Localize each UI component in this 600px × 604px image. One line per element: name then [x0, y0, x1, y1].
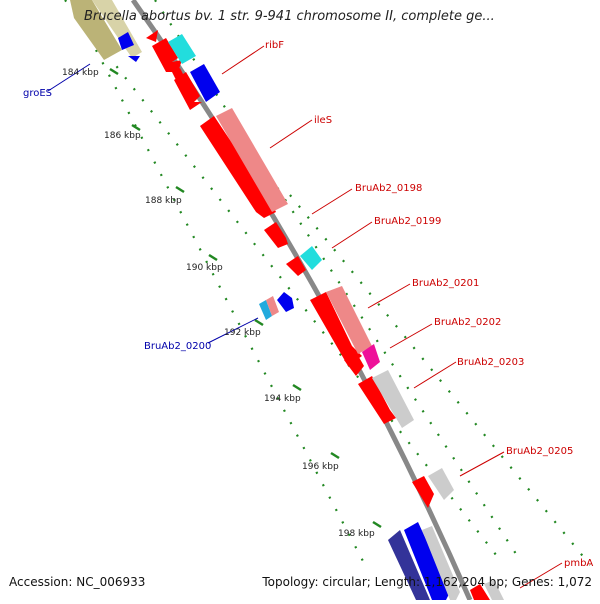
gene-label-BruAb2_0201[interactable]: BruAb2_0201	[412, 278, 479, 289]
leader-groES	[47, 63, 91, 92]
gene-arrow-red-small	[172, 68, 184, 80]
gene-arrow-blue-1	[118, 32, 134, 50]
gene-arrow-0202-red	[344, 352, 364, 376]
gene-label-pmbA[interactable]: pmbA	[564, 558, 593, 569]
ruler-tick-labels: 184 kbp 186 kbp 188 kbp 190 kbp 192 kbp …	[62, 68, 375, 539]
gene-arrow-ileS	[200, 116, 276, 218]
gene-arrow-blue-192	[277, 292, 294, 312]
gene-arrow-0199-red	[286, 256, 306, 276]
label-leaders	[47, 45, 563, 589]
gene-arrow-0203-red	[358, 376, 396, 424]
gene-label-BruAb2_0198[interactable]: BruAb2_0198	[355, 183, 422, 194]
accession-text: Accession: NC_006933	[9, 575, 146, 589]
leader-BruAb2_0203	[413, 361, 457, 389]
gene-arrow-0205-red	[412, 476, 434, 508]
leader-ileS	[269, 119, 313, 149]
ruler-track-right2	[289, 194, 591, 566]
leader-BruAb2_0199	[331, 221, 373, 249]
tick-label-194: 194 kbp	[264, 394, 301, 404]
tick-label-186: 186 kbp	[104, 131, 141, 141]
gene-arrow-navy-198	[388, 530, 430, 600]
gene-arrow-ileS-light	[216, 108, 288, 212]
gene-labels-forward: ribF ileS BruAb2_0198 BruAb2_0199 BruAb2…	[265, 40, 593, 569]
topology-text: Topology: circular; Length: 1,162,204 bp…	[262, 575, 592, 589]
gene-label-BruAb2_0202[interactable]: BruAb2_0202	[434, 317, 501, 328]
gene-arrow-0201	[310, 292, 362, 366]
gene-arrow-0201-light	[326, 286, 372, 354]
gene-label-BruAb2_0199[interactable]: BruAb2_0199	[374, 216, 441, 227]
ruler-major-ticks	[109, 67, 382, 529]
tick-label-184: 184 kbp	[62, 68, 99, 78]
leader-BruAb2_0202	[389, 323, 433, 349]
gene-arrow-pink-192	[266, 296, 279, 316]
gene-labels-reverse: groES BruAb2_0200	[23, 88, 211, 352]
gene-arrow-ribF-red	[152, 38, 182, 72]
leader-BruAb2_0198	[311, 188, 353, 215]
gene-arrow-0202-magenta	[362, 344, 380, 370]
leader-BruAb2_0205	[459, 451, 505, 477]
tick-label-198: 198 kbp	[338, 529, 375, 539]
gene-arrow-red-2	[174, 72, 202, 110]
gene-arrow-blue-2	[128, 56, 140, 62]
gene-label-ribF[interactable]: ribF	[265, 40, 284, 51]
leader-BruAb2_0200	[207, 317, 259, 344]
tick-label-196: 196 kbp	[302, 462, 339, 472]
gene-label-BruAb2_0203[interactable]: BruAb2_0203	[457, 357, 524, 368]
gene-arrow-red-top	[146, 30, 158, 42]
leader-BruAb2_0201	[367, 283, 411, 309]
tick-label-192: 192 kbp	[224, 328, 261, 338]
leader-pmbA	[519, 562, 563, 589]
gene-arrow-blue-198	[404, 522, 450, 600]
gene-arrow-cyan-192	[259, 300, 272, 320]
map-title: Brucella abortus bv. 1 str. 9-941 chromo…	[84, 9, 495, 24]
gene-arrow-blue-3	[190, 64, 220, 102]
gene-arrow-0203-grey	[372, 370, 414, 428]
gene-label-BruAb2_0200[interactable]: BruAb2_0200	[144, 341, 211, 352]
tick-label-188: 188 kbp	[145, 196, 182, 206]
gene-label-BruAb2_0205[interactable]: BruAb2_0205	[506, 446, 573, 457]
gene-arrow-grey-bottom-2	[484, 580, 504, 600]
leader-ribF	[221, 45, 265, 75]
gene-label-groES[interactable]: groES	[23, 88, 52, 99]
gene-arrow-cyan-1	[168, 34, 196, 64]
gene-label-ileS[interactable]: ileS	[314, 115, 332, 126]
tick-label-190: 190 kbp	[186, 263, 223, 273]
gene-arrow-0205-grey	[428, 468, 454, 500]
gene-arrow-grey-bottom	[422, 526, 460, 600]
gene-arrow-red-bottom	[470, 584, 490, 600]
gene-arrow-0199-cyan	[300, 246, 322, 270]
gene-arrow-0198	[264, 222, 288, 248]
gene-arrow-khaki-1	[70, 0, 122, 60]
